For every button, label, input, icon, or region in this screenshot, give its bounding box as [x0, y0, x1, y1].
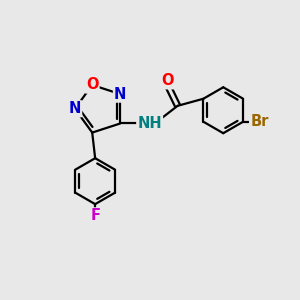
- Text: F: F: [90, 208, 100, 224]
- Text: O: O: [161, 73, 174, 88]
- Text: N: N: [69, 101, 81, 116]
- Text: Br: Br: [250, 114, 268, 129]
- Text: N: N: [114, 87, 126, 102]
- Text: O: O: [86, 77, 98, 92]
- Text: NH: NH: [137, 116, 162, 131]
